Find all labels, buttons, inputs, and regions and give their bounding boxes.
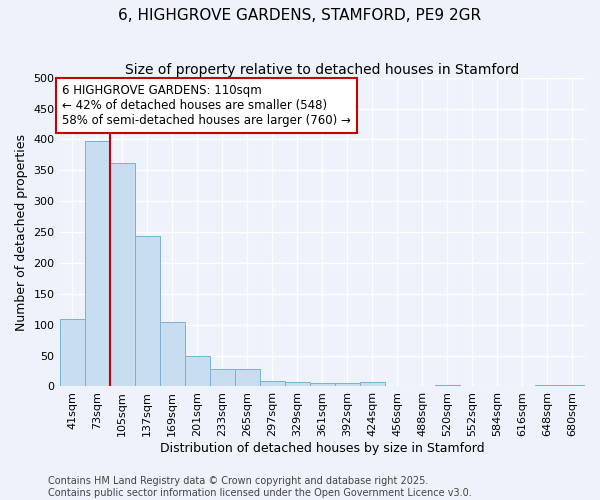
- Bar: [335, 383, 360, 386]
- Bar: [285, 382, 310, 386]
- Title: Size of property relative to detached houses in Stamford: Size of property relative to detached ho…: [125, 62, 520, 76]
- Text: 6, HIGHGROVE GARDENS, STAMFORD, PE9 2GR: 6, HIGHGROVE GARDENS, STAMFORD, PE9 2GR: [118, 8, 482, 22]
- Bar: [260, 381, 285, 386]
- Bar: [85, 142, 110, 386]
- Bar: [110, 163, 134, 386]
- Bar: [59, 318, 85, 386]
- X-axis label: Distribution of detached houses by size in Stamford: Distribution of detached houses by size …: [160, 442, 485, 455]
- Bar: [310, 383, 335, 386]
- Y-axis label: Number of detached properties: Number of detached properties: [15, 134, 28, 330]
- Bar: [209, 369, 235, 386]
- Bar: [360, 382, 385, 386]
- Bar: [185, 356, 209, 386]
- Bar: [134, 236, 160, 386]
- Bar: [560, 384, 585, 386]
- Text: Contains HM Land Registry data © Crown copyright and database right 2025.
Contai: Contains HM Land Registry data © Crown c…: [48, 476, 472, 498]
- Bar: [535, 385, 560, 386]
- Bar: [160, 322, 185, 386]
- Bar: [235, 369, 260, 386]
- Text: 6 HIGHGROVE GARDENS: 110sqm
← 42% of detached houses are smaller (548)
58% of se: 6 HIGHGROVE GARDENS: 110sqm ← 42% of det…: [62, 84, 351, 127]
- Bar: [435, 385, 460, 386]
